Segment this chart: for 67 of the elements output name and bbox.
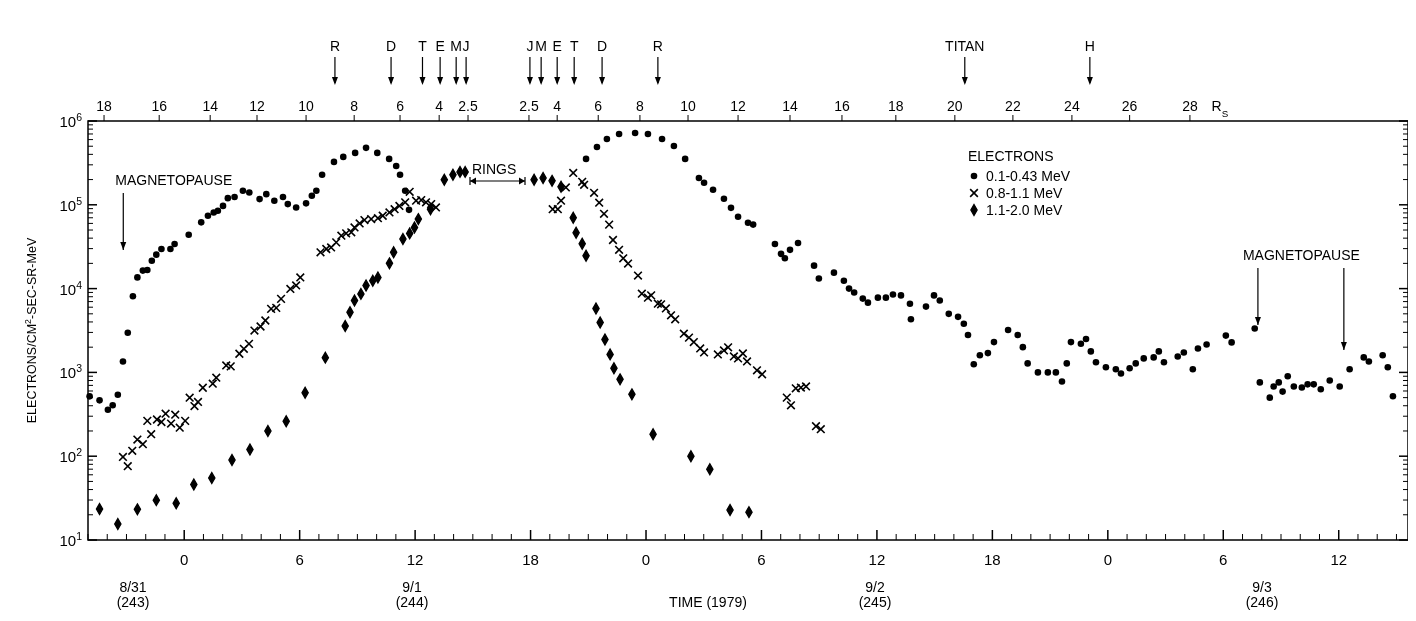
y-tick-label: 10$^{2}$ (59, 446, 83, 466)
x2-tick-label: 2.5 (519, 98, 539, 114)
text: 8/31 (243) (116, 579, 150, 610)
x2-tick-label: 18 (96, 98, 113, 114)
x2-tick-label: 24 (1064, 98, 1080, 114)
legend-label: 1.1-2.0 MeV (986, 202, 1063, 218)
ref-line-label: D (597, 38, 608, 54)
x2-tick-label: 28 (1182, 98, 1198, 114)
ref-line-label: MAGNETOPAUSE (115, 172, 233, 188)
ref-line-label: T (418, 38, 428, 54)
x2-tick-label: 6 (396, 98, 405, 114)
ref-line-label: TITAN (945, 38, 985, 54)
x-tick-label: 6 (295, 551, 304, 568)
ref-line-label: D (386, 38, 397, 54)
ref-line-label: R (652, 38, 663, 54)
x-tick-label: 18 (984, 551, 1001, 568)
x-axis-title: TIME (1979) (669, 594, 747, 610)
x2-tick-label: 16 (834, 98, 850, 114)
x-tick-label: 18 (522, 551, 539, 568)
x2-tick-label: 10 (298, 98, 315, 114)
y-tick-label: 10$^{4}$ (59, 278, 83, 298)
y-tick-label: 10$^{1}$ (59, 530, 83, 549)
text: 9/1 (244) (395, 579, 429, 610)
x2-tick-label: 2.5 (458, 98, 478, 114)
ref-line-label: E (435, 38, 445, 54)
ref-line-label: M (450, 38, 462, 54)
legend-label: 0.8-1.1 MeV (986, 185, 1063, 201)
x-tick-label: 6 (757, 551, 766, 568)
text: 9/2 (245) (858, 579, 892, 610)
ref-line-label: T (569, 38, 579, 54)
ref-line-label: MAGNETOPAUSE (1242, 247, 1360, 263)
x2-tick-label: 18 (888, 98, 904, 114)
legend-title: ELECTRONS (968, 148, 1054, 164)
ref-line-label: R (329, 38, 340, 54)
x2-tick-label: 14 (782, 98, 799, 114)
x2-tick-label: 8 (636, 98, 645, 114)
y-tick-label: 10$^{5}$ (59, 194, 83, 214)
ref-line-label: J (526, 38, 534, 54)
x2-tick-label: 16 (151, 98, 168, 114)
x2-tick-label: 10 (680, 98, 697, 114)
ref-line-label: J (462, 38, 470, 54)
y-tick-label: 10$^{3}$ (59, 362, 83, 382)
x2-axis-title: R$_{S}$ (1211, 98, 1229, 119)
x-tick-label: 0 (180, 551, 189, 568)
legend-label: 0.1-0.43 MeV (986, 168, 1071, 184)
x-tick-label: 6 (1219, 551, 1228, 568)
text: 9/3 (246) (1245, 579, 1279, 610)
x2-tick-label: 12 (249, 98, 266, 114)
x-tick-label: 12 (1330, 551, 1348, 568)
ref-line-label: H (1084, 38, 1095, 54)
x2-tick-label: 4 (435, 98, 444, 114)
x-tick-label: 12 (868, 551, 886, 568)
x2-tick-label: 22 (1005, 98, 1021, 114)
x2-tick-label: 8 (350, 98, 359, 114)
x-tick-label: 12 (406, 551, 424, 568)
ref-line-label: E (552, 38, 562, 54)
x2-tick-label: 4 (553, 98, 562, 114)
x2-tick-label: 6 (594, 98, 603, 114)
y-tick-label: 10$^{6}$ (59, 111, 83, 130)
x-tick-label: 0 (641, 551, 651, 568)
annotation: RINGS (472, 161, 517, 177)
x2-tick-label: 26 (1121, 98, 1138, 114)
x2-tick-label: 12 (730, 98, 747, 114)
x2-tick-label: 14 (202, 98, 219, 114)
x-tick-label: 0 (1103, 551, 1112, 568)
x2-tick-label: 20 (947, 98, 963, 114)
ref-line-label: M (535, 38, 547, 54)
